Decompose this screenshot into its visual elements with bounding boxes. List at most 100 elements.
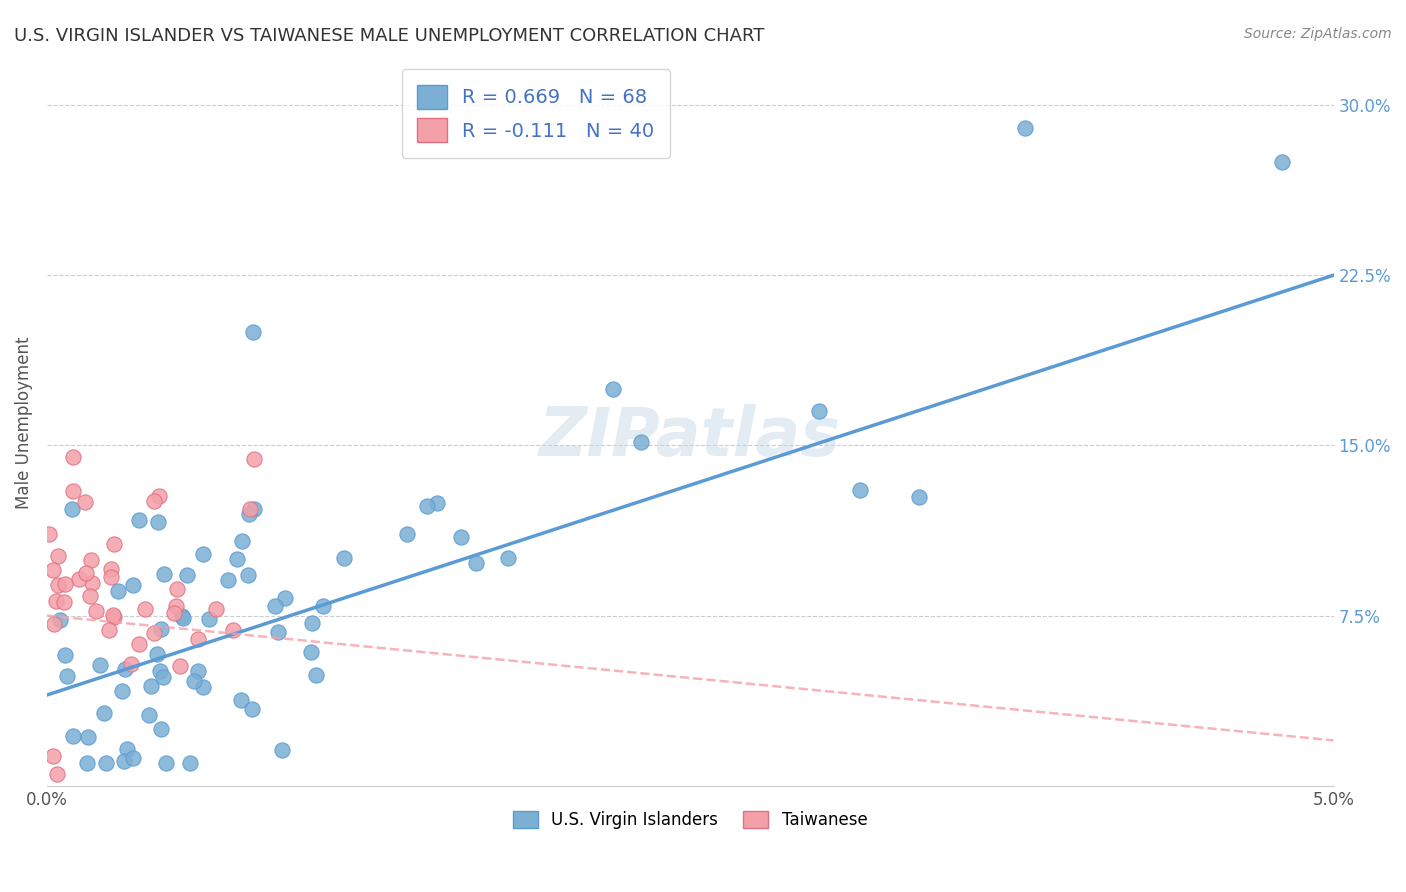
Text: Source: ZipAtlas.com: Source: ZipAtlas.com [1244,27,1392,41]
U.S. Virgin Islanders [62,729,84,743]
U.S. Virgin Islanders [231,534,253,549]
U.S. Virgin Islanders [198,612,221,626]
U.S. Virgin Islanders [242,325,264,339]
Text: U.S. VIRGIN ISLANDER VS TAIWANESE MALE UNEMPLOYMENT CORRELATION CHART: U.S. VIRGIN ISLANDER VS TAIWANESE MALE U… [14,27,765,45]
U.S. Virgin Islanders [263,599,285,614]
U.S. Virgin Islanders [152,670,174,684]
U.S. Virgin Islanders [146,647,169,661]
U.S. Virgin Islanders [238,568,260,582]
U.S. Virgin Islanders [128,513,150,527]
U.S. Virgin Islanders [217,573,239,587]
Taiwanese [84,604,107,618]
Taiwanese [243,452,266,467]
Taiwanese [80,575,103,590]
U.S. Virgin Islanders [77,731,100,745]
Taiwanese [120,657,142,672]
U.S. Virgin Islanders [271,743,294,757]
U.S. Virgin Islanders [96,756,118,770]
Taiwanese [169,658,191,673]
Taiwanese [62,450,84,464]
Text: ZIPatlas: ZIPatlas [540,404,841,470]
U.S. Virgin Islanders [89,658,111,673]
Taiwanese [80,553,103,567]
U.S. Virgin Islanders [226,552,249,566]
U.S. Virgin Islanders [464,556,486,570]
U.S. Virgin Islanders [93,706,115,720]
U.S. Virgin Islanders [849,483,872,497]
U.S. Virgin Islanders [176,568,198,582]
U.S. Virgin Islanders [60,502,83,516]
Taiwanese [221,624,243,638]
U.S. Virgin Islanders [53,648,76,662]
U.S. Virgin Islanders [311,599,333,614]
Taiwanese [103,536,125,550]
U.S. Virgin Islanders [170,608,193,623]
U.S. Virgin Islanders [114,662,136,676]
U.S. Virgin Islanders [155,756,177,770]
U.S. Virgin Islanders [122,751,145,765]
U.S. Virgin Islanders [110,684,132,698]
U.S. Virgin Islanders [150,622,173,636]
Taiwanese [48,578,70,592]
Taiwanese [67,573,90,587]
U.S. Virgin Islanders [333,551,356,566]
Taiwanese [42,563,65,577]
Taiwanese [38,527,60,541]
U.S. Virgin Islanders [179,756,201,770]
Taiwanese [187,632,209,646]
U.S. Virgin Islanders [807,404,830,418]
U.S. Virgin Islanders [146,516,169,530]
U.S. Virgin Islanders [76,756,98,770]
U.S. Virgin Islanders [496,551,519,566]
U.S. Virgin Islanders [267,624,290,639]
Taiwanese [75,495,97,509]
Taiwanese [143,493,166,508]
Taiwanese [100,569,122,583]
Taiwanese [42,617,65,632]
U.S. Virgin Islanders [630,434,652,449]
U.S. Virgin Islanders [416,499,439,513]
U.S. Virgin Islanders [301,615,323,630]
U.S. Virgin Islanders [1014,120,1036,135]
Taiwanese [46,549,69,564]
Taiwanese [46,767,69,781]
Taiwanese [97,624,120,638]
Taiwanese [45,594,67,608]
Taiwanese [143,626,166,640]
U.S. Virgin Islanders [187,664,209,678]
Taiwanese [238,502,260,516]
U.S. Virgin Islanders [602,382,624,396]
U.S. Virgin Islanders [153,566,176,581]
U.S. Virgin Islanders [107,584,129,599]
Taiwanese [100,562,122,576]
U.S. Virgin Islanders [55,668,77,682]
U.S. Virgin Islanders [150,722,173,736]
U.S. Virgin Islanders [172,611,194,625]
U.S. Virgin Islanders [231,693,253,707]
Taiwanese [53,577,76,591]
U.S. Virgin Islanders [240,702,263,716]
U.S. Virgin Islanders [138,708,160,723]
U.S. Virgin Islanders [48,613,70,627]
U.S. Virgin Islanders [115,742,138,756]
U.S. Virgin Islanders [1271,154,1294,169]
U.S. Virgin Islanders [396,526,419,541]
Taiwanese [166,582,188,597]
Taiwanese [103,610,125,624]
U.S. Virgin Islanders [141,679,163,693]
U.S. Virgin Islanders [908,490,931,504]
U.S. Virgin Islanders [112,754,135,768]
Taiwanese [165,599,187,614]
Y-axis label: Male Unemployment: Male Unemployment [15,336,32,509]
Taiwanese [148,489,170,503]
U.S. Virgin Islanders [238,508,260,522]
U.S. Virgin Islanders [273,591,295,605]
Taiwanese [101,607,124,622]
U.S. Virgin Islanders [450,530,472,544]
U.S. Virgin Islanders [183,673,205,688]
Taiwanese [42,749,65,764]
Taiwanese [62,483,84,498]
U.S. Virgin Islanders [305,668,328,682]
Taiwanese [75,566,97,581]
U.S. Virgin Islanders [299,645,322,659]
